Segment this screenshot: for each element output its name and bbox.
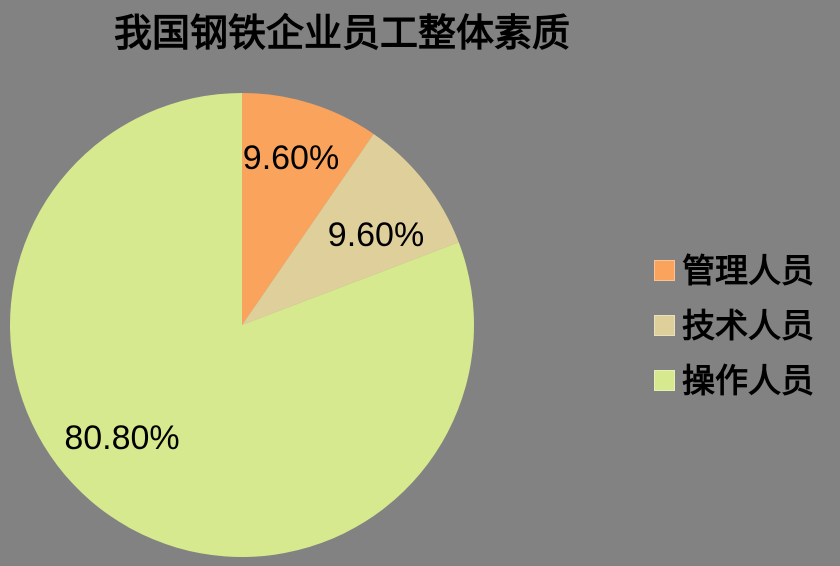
legend-swatch-operations-icon (654, 369, 675, 391)
pie-slice-technical (242, 133, 459, 325)
legend-item-operations: 操作人员 (654, 361, 814, 399)
legend-label-management: 管理人员 (682, 251, 814, 289)
pie-slice-operations (9, 93, 474, 558)
legend-label-technical: 技术人员 (682, 306, 814, 344)
pie-data-label-operations: 80.80% (64, 419, 180, 457)
legend-swatch-management-icon (654, 259, 675, 281)
legend-swatch-technical-icon (654, 314, 675, 336)
pie-data-label-technical: 9.60% (327, 216, 425, 254)
legend-label-operations: 操作人员 (682, 361, 814, 399)
legend-item-technical: 技术人员 (654, 306, 814, 344)
pie-data-label-management: 9.60% (242, 139, 340, 177)
legend: 管理人员 技术人员 操作人员 (654, 251, 814, 399)
chart-title: 我国钢铁企业员工整体素质 (114, 13, 571, 55)
legend-item-management: 管理人员 (654, 251, 814, 289)
pie-slice-management (242, 93, 374, 325)
